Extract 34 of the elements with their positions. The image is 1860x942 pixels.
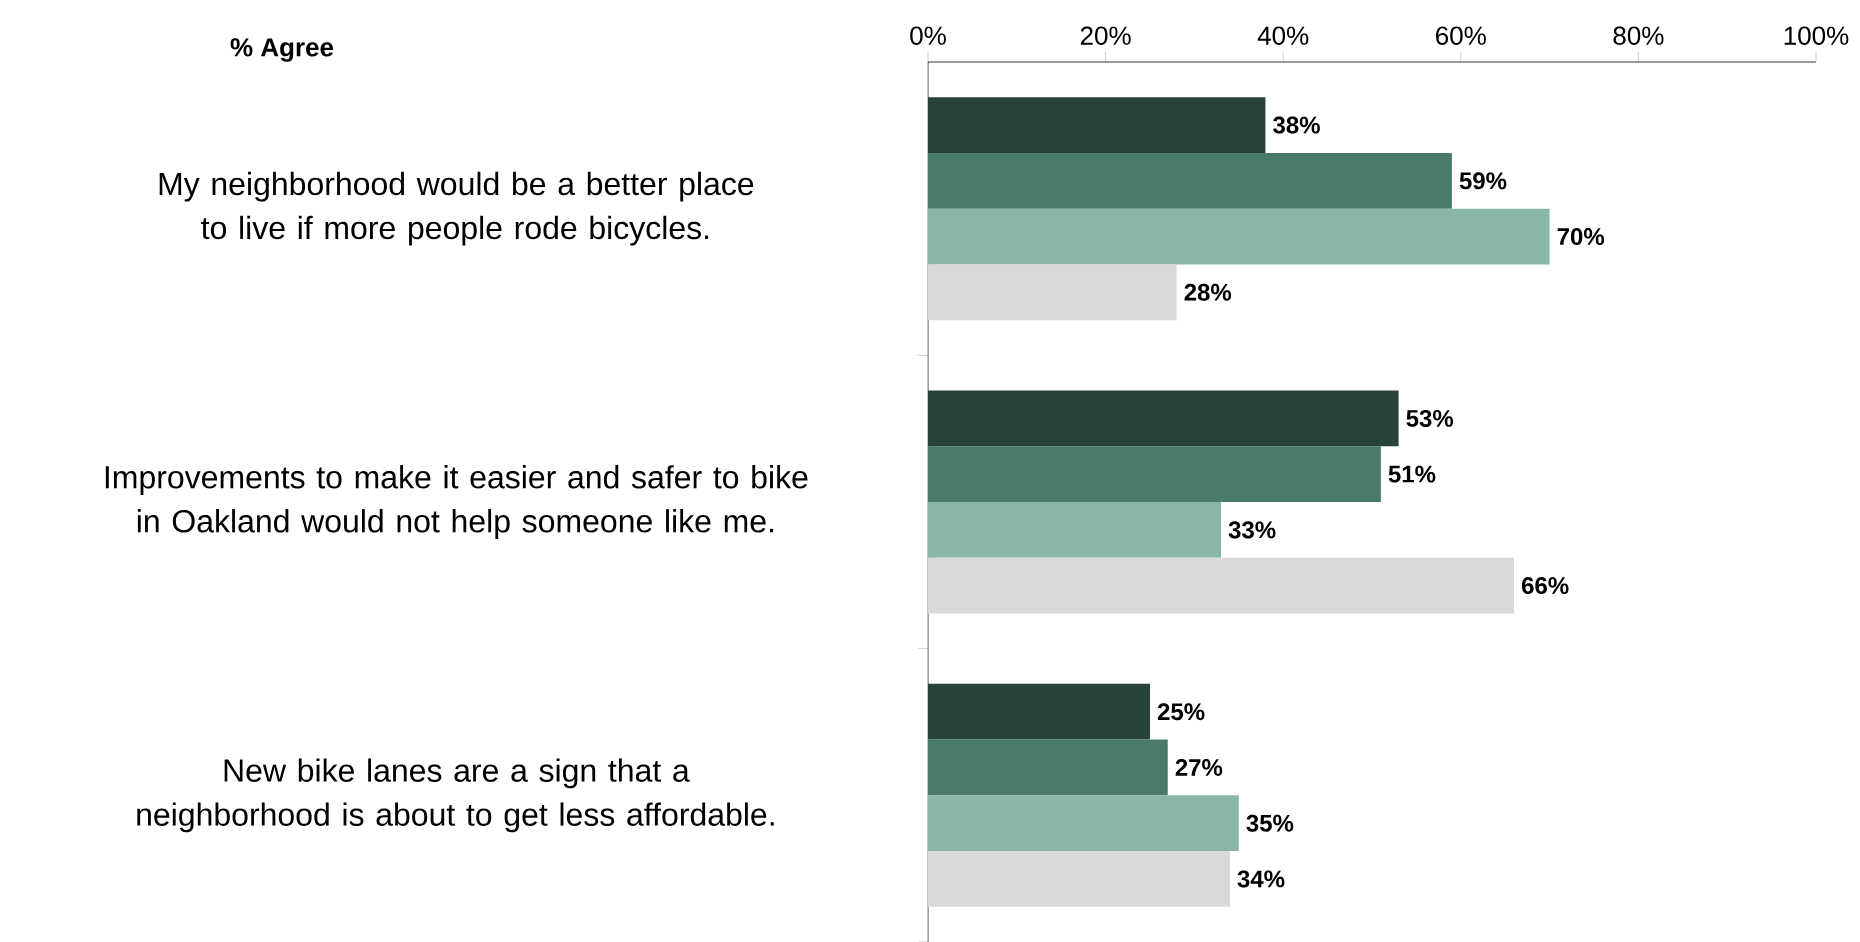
bar <box>927 683 1150 740</box>
bar <box>927 97 1266 153</box>
data-label: 34% <box>1237 870 1285 888</box>
data-label: 38% <box>1273 116 1320 134</box>
bar <box>927 446 1381 502</box>
bar <box>927 208 1550 265</box>
x-tick-label: 40% <box>1257 26 1309 45</box>
data-label: 70% <box>1557 228 1605 246</box>
data-label: 33% <box>1228 521 1276 539</box>
bar <box>927 502 1222 558</box>
y-tick-label: My neighborhood would be a better place to live if more people rode bicycles. <box>159 171 754 246</box>
data-label: 59% <box>1459 172 1507 190</box>
data-label: 35% <box>1246 814 1294 832</box>
data-label: 66% <box>1522 577 1569 595</box>
bar <box>927 152 1452 209</box>
bar <box>927 795 1239 852</box>
data-label: 51% <box>1388 465 1436 483</box>
x-tick-label: 80% <box>1613 26 1664 45</box>
bar <box>927 264 1177 321</box>
data-label: 25% <box>1157 703 1205 721</box>
bar <box>927 390 1399 447</box>
x-tick-label: 20% <box>1080 26 1131 45</box>
y-tick-label: New bike lanes are a sign that a neighborhood is about to get less affordable. <box>137 758 774 833</box>
x-tick-label: 0% <box>910 26 946 45</box>
bar <box>927 739 1168 796</box>
data-label: 28% <box>1184 283 1232 301</box>
bar <box>927 851 1230 907</box>
x-tick-label: 100% <box>1784 26 1849 45</box>
text: % Agree <box>230 38 334 62</box>
x-tick-label: 60% <box>1436 26 1486 45</box>
data-label: 27% <box>1175 759 1223 776</box>
data-label: 53% <box>1406 409 1454 427</box>
y-tick-label: Improvements to make it easier and safer to bike in Oakland would not help someone like me. <box>105 465 808 539</box>
bar <box>927 557 1515 614</box>
